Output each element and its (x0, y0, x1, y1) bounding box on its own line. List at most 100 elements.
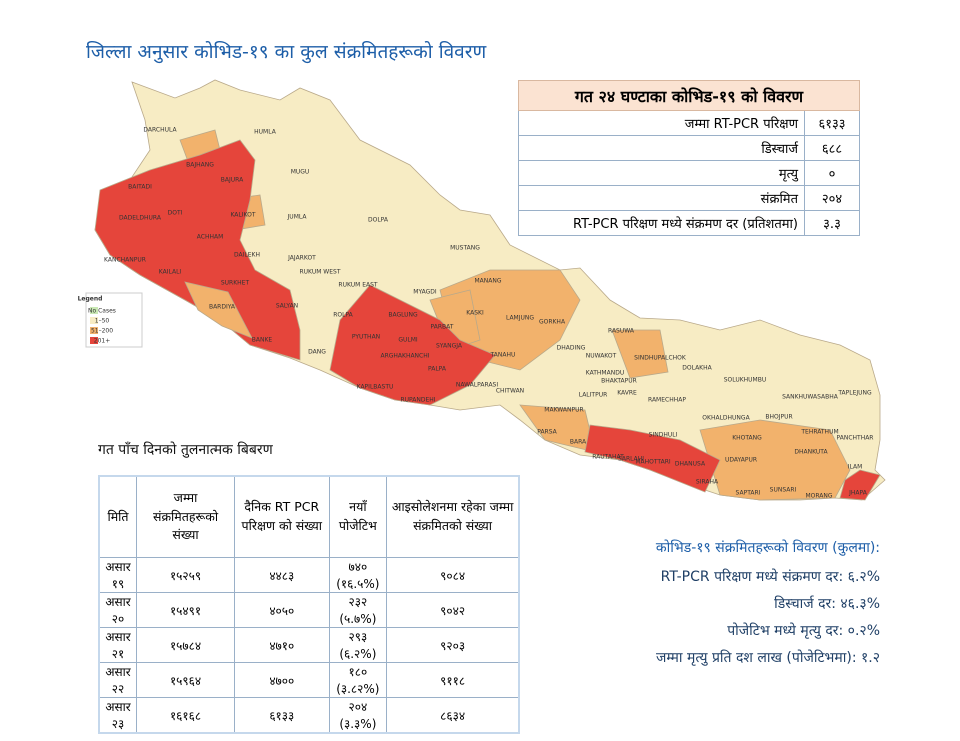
district-label: LAMJUNG (506, 315, 534, 322)
cell: असार २३ (98, 697, 138, 734)
column-header: नयाँ पोजेटिभ (328, 475, 388, 558)
header-row: गत २४ घण्टाका कोभिड-१९ को विवरण (518, 80, 860, 111)
legend-label: 201+ (94, 338, 110, 345)
row: असार १९ १५२५९ ४४८३ ७४० (१६.५%) ९०८४ (98, 557, 520, 593)
district-label: DOTI (168, 210, 183, 217)
district-label: NAWALPARASI (456, 382, 498, 389)
cell: ४७०० (234, 662, 330, 698)
cell: असार २१ (98, 627, 138, 663)
district-label: PANCHTHAR (837, 435, 874, 442)
column-header: आइसोलेशनमा रहेका जम्मा संक्रमितको संख्या (386, 475, 520, 558)
district-label: DHANKUTA (794, 449, 828, 456)
five-day-title: गत पाँच दिनको तुलनात्मक बिबरण (98, 442, 273, 458)
district-label: PALPA (428, 366, 447, 373)
cell: ९११८ (386, 662, 520, 698)
district-label: TAPLEJUNG (837, 390, 872, 397)
region (94, 139, 301, 361)
district-label: KALIKOT (230, 212, 255, 219)
district-label: BARDIYA (209, 304, 236, 311)
row: RT-PCR परिक्षण मध्ये संक्रमण दर (प्रतिशत… (518, 210, 860, 236)
district-label: BAJURA (221, 177, 244, 184)
row-label: मृत्यु (518, 160, 805, 186)
district-label: PARSA (537, 429, 557, 436)
district-label: BANKE (252, 337, 273, 344)
district-label: DADELDHURA (119, 215, 162, 222)
district-label: RUKUM WEST (299, 269, 340, 276)
legend-label: No Cases (88, 308, 116, 315)
legend-label: 51–200 (91, 328, 113, 335)
cell: ४०५० (234, 592, 330, 628)
district-label: BARA (570, 439, 587, 446)
district-label: MORANG (805, 493, 832, 500)
cell: १५२५९ (136, 557, 236, 593)
row-label: डिस्चार्ज (518, 135, 805, 161)
district-label: CHITWAN (496, 388, 524, 395)
cell: असार १९ (98, 557, 138, 593)
district-label: UDAYAPUR (725, 457, 757, 464)
district-label: JHAPA (848, 490, 868, 497)
district-label: RUPANDEHI (400, 397, 435, 404)
district-label: NUWAKOT (586, 353, 617, 360)
district-label: SALYAN (276, 303, 298, 310)
region (611, 329, 669, 379)
district-label: SANKHUWASABHA (782, 394, 839, 401)
row-label: संक्रमित (518, 185, 805, 211)
row: असार २३ १६१६८ ६१३३ २०४ (३.३%) ८६३४ (98, 697, 520, 734)
district-label: DHANUSA (675, 461, 706, 468)
district-label: DANG (308, 349, 326, 356)
row-value: ६१३३ (804, 110, 860, 136)
summary-line: डिस्चार्ज दर: ४६.३% (774, 596, 880, 612)
summary-line: पोजेटिभ मध्ये मृत्यु दर: ०.२% (727, 623, 880, 639)
column-header: दैनिक RT PCR परिक्षण को संख्या (234, 475, 330, 558)
row: संक्रमित २०४ (518, 185, 860, 211)
district-label: MUGU (291, 169, 310, 176)
district-label: GORKHA (539, 319, 566, 326)
summary-title: कोभिड-१९ संक्रमितहरूको विवरण (कुलमा): (655, 540, 880, 556)
row-value: २०४ (804, 185, 860, 211)
district-label: SURKHET (221, 280, 250, 287)
district-label: GULMI (398, 337, 418, 344)
five-day-table: मिति जम्मा संक्रमितहरूको संख्या दैनिक RT P… (98, 475, 520, 734)
summary-line: RT-PCR परिक्षण मध्ये संक्रमण दर: ६.२% (660, 569, 880, 585)
district-label: DHADING (557, 345, 586, 352)
cell: ४४८३ (234, 557, 330, 593)
district-label: MAKWANPUR (544, 407, 583, 414)
region (839, 469, 881, 501)
cell: १५७८४ (136, 627, 236, 663)
region (329, 284, 496, 406)
cell: ९०४२ (386, 592, 520, 628)
district-label: SIRAHA (696, 479, 719, 486)
district-label: LALITPUR (579, 392, 608, 399)
legend-swatch (90, 337, 98, 344)
district-label: BHAKTAPUR (601, 378, 637, 385)
cell: ९२०३ (386, 627, 520, 663)
district-label: DARCHULA (143, 127, 177, 134)
district-label: KAVRE (617, 390, 637, 397)
district-label: JAJARKOT (287, 255, 316, 262)
district-label: MANANG (474, 278, 501, 285)
cell: ४७१० (234, 627, 330, 663)
district-label: RUKUM EAST (338, 282, 378, 289)
district-label: DOLPA (368, 217, 389, 224)
legend-swatch (90, 327, 98, 334)
district-label: BAGLUNG (388, 312, 418, 319)
cell: २९३ (६.२%) (328, 627, 388, 663)
district-label: MAHOTTARI (635, 459, 671, 466)
cell: ७४० (१६.५%) (328, 557, 388, 593)
legend-title: Legend (78, 296, 103, 303)
district-label: SINDHUPALCHOK (634, 355, 687, 362)
row: मृत्यु ० (518, 160, 860, 186)
row-value: ३.३ (804, 210, 860, 236)
district-label: SARLAHI (618, 456, 644, 463)
header-row: मिति जम्मा संक्रमितहरूको संख्या दैनिक RT P… (98, 475, 520, 558)
district-label: PARBAT (431, 324, 454, 331)
district-label: SUNSARI (770, 487, 797, 494)
district-label: SOLUKHUMBU (724, 377, 767, 384)
district-label: TANAHU (490, 352, 516, 359)
cell: ६१३३ (234, 697, 330, 734)
row: असार २१ १५७८४ ४७१० २९३ (६.२%) ९२०३ (98, 627, 520, 663)
district-label: BAITADI (128, 184, 152, 191)
region (184, 281, 253, 339)
